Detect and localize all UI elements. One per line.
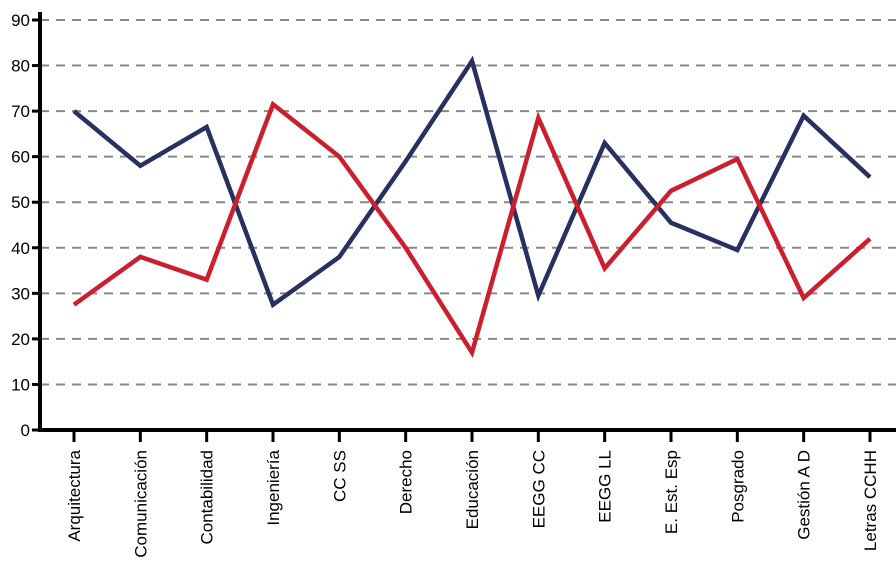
- y-tick-label: 90: [11, 11, 30, 30]
- y-tick-label: 0: [21, 421, 30, 440]
- y-tick-label: 60: [11, 148, 30, 167]
- y-tick-label: 70: [11, 102, 30, 121]
- y-tick-label: 10: [11, 375, 30, 394]
- x-category-label: Letras CCHH: [861, 450, 880, 551]
- x-category-label: Ingeniería: [264, 449, 283, 525]
- x-category-label: Comunicación: [131, 450, 150, 558]
- gridlines: [40, 19, 896, 386]
- y-tick-label: 20: [11, 330, 30, 349]
- series-lines: [72, 55, 872, 359]
- x-category-label: CC SS: [330, 450, 349, 502]
- x-category-label: Posgrado: [728, 450, 747, 523]
- x-category-label: Derecho: [397, 450, 416, 514]
- y-tick-label: 80: [11, 57, 30, 76]
- x-category-label: Educación: [463, 450, 482, 529]
- x-category-label: EEGG CC: [529, 450, 548, 528]
- y-tick-label: 50: [11, 193, 30, 212]
- x-category-label: Gestión A D: [795, 450, 814, 540]
- x-category-label: Arquitectura: [65, 449, 84, 541]
- series-line-2: [72, 100, 872, 359]
- x-category-label: E. Est. Esp: [662, 450, 681, 534]
- x-category-label: Contabilidad: [198, 450, 217, 545]
- x-axis-ticks: Arquitectura Comunicación Contabilidad Inge…: [65, 430, 880, 558]
- y-tick-label: 40: [11, 239, 30, 258]
- y-axis-ticks: 0 10 20 30 40 50 60 70 80 90: [11, 11, 40, 440]
- series-line-1: [72, 55, 872, 309]
- x-category-label: EEGG LL: [596, 450, 615, 523]
- y-tick-label: 30: [11, 284, 30, 303]
